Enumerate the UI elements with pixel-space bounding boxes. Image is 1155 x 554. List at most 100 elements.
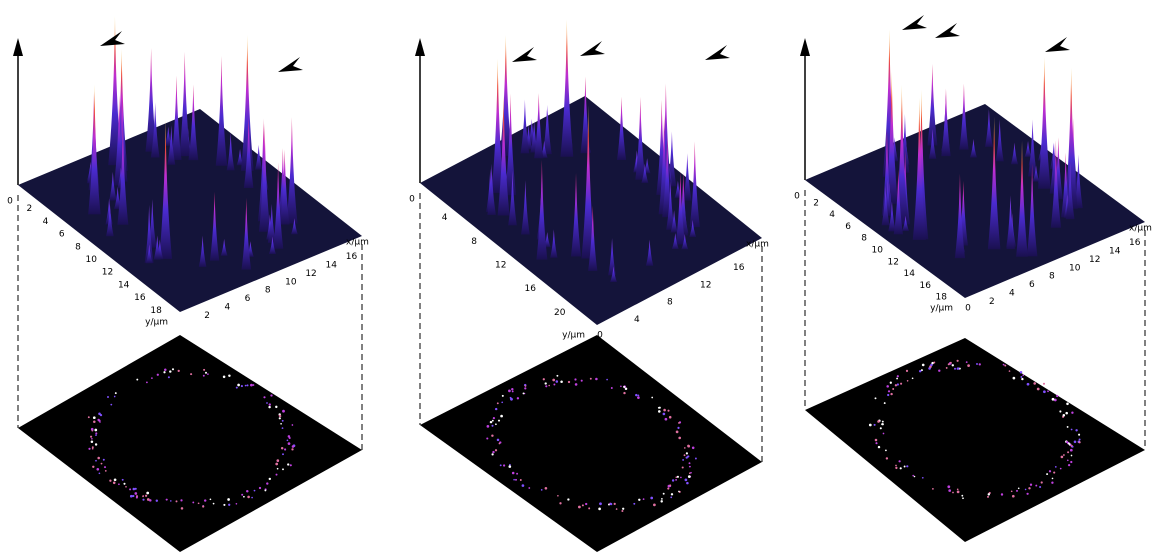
- image-dot: [250, 383, 253, 387]
- peak: [241, 197, 252, 270]
- image-dot: [933, 361, 936, 364]
- peak: [1050, 140, 1062, 228]
- x-origin-label: 0: [597, 331, 603, 341]
- image-dot: [947, 485, 951, 489]
- y-tick-label: 2: [813, 198, 819, 208]
- image-dot: [542, 378, 545, 381]
- peak: [927, 63, 938, 146]
- peak: [902, 215, 909, 231]
- image-dot: [497, 419, 501, 422]
- image-dot: [1046, 473, 1049, 476]
- peak: [1010, 142, 1019, 165]
- peak: [534, 93, 544, 159]
- x-tick-label: 4: [1009, 289, 1015, 299]
- image-dot: [207, 373, 209, 375]
- image-dot: [662, 412, 666, 416]
- image-dot: [87, 416, 90, 419]
- image-dot: [270, 394, 273, 397]
- arrowhead: [580, 41, 605, 56]
- peak: [117, 124, 129, 225]
- image-dot: [1060, 455, 1064, 459]
- peak: [881, 185, 890, 226]
- image-dot: [146, 498, 150, 501]
- peak: [641, 163, 649, 183]
- image-dot: [94, 443, 98, 446]
- image-dot: [877, 445, 881, 449]
- image-dot: [613, 502, 616, 506]
- image-dot: [873, 423, 876, 426]
- arrowhead: [100, 31, 125, 46]
- image-dot: [567, 380, 571, 384]
- image-dot: [881, 420, 884, 423]
- image-dot: [967, 364, 970, 367]
- image-dot: [1056, 394, 1059, 398]
- image-dot: [266, 402, 268, 404]
- image-dot: [163, 371, 166, 374]
- image-dot: [113, 395, 116, 398]
- image-dot: [509, 396, 512, 399]
- image-dot: [956, 488, 959, 491]
- image-dot: [956, 367, 960, 370]
- image-dot: [945, 366, 948, 369]
- image-dot: [151, 377, 153, 379]
- image-dot: [129, 494, 133, 498]
- peak: [941, 88, 951, 157]
- peak: [681, 233, 689, 250]
- image-dot: [264, 489, 267, 492]
- image-dot: [125, 485, 127, 488]
- image-dot: [113, 478, 117, 482]
- y-tick-label: 16: [134, 293, 146, 303]
- image-dot: [961, 494, 964, 497]
- x-tick-label: 2: [989, 297, 995, 307]
- image-dot: [653, 503, 656, 507]
- image-dot: [642, 498, 645, 500]
- image-dot: [1073, 440, 1077, 444]
- image-dot: [90, 435, 93, 438]
- peak: [521, 180, 530, 235]
- image-dot: [222, 375, 226, 379]
- image-dot: [97, 456, 100, 460]
- peak: [987, 116, 1001, 250]
- z-axis-arrow: [800, 38, 810, 56]
- image-dot: [574, 378, 577, 381]
- image-dot: [874, 438, 878, 442]
- x-origin-label: 0: [965, 304, 971, 314]
- image-dot: [93, 420, 96, 424]
- image-dot: [109, 479, 112, 482]
- image-dot: [246, 489, 249, 493]
- image-dot: [987, 493, 991, 496]
- peak: [888, 201, 896, 232]
- image-dot: [266, 482, 269, 485]
- peak: [215, 55, 228, 166]
- image-dot: [1010, 490, 1013, 493]
- image-dot: [227, 498, 230, 501]
- image-dot: [278, 417, 281, 420]
- image-dot: [522, 392, 525, 395]
- peak: [570, 173, 582, 257]
- image-dot: [635, 393, 638, 397]
- image-dot: [675, 430, 679, 434]
- peak: [1024, 140, 1032, 157]
- image-dot: [911, 377, 914, 380]
- y-tick-label: 14: [118, 280, 130, 290]
- image-dot: [102, 458, 105, 461]
- peak: [635, 96, 646, 180]
- image-dot: [1017, 487, 1020, 490]
- image-dot: [623, 391, 626, 395]
- image-dot: [169, 370, 172, 373]
- image-dot: [498, 442, 501, 445]
- image-dot: [1069, 448, 1073, 452]
- image-dot: [686, 481, 689, 485]
- peak: [928, 128, 937, 159]
- peak: [106, 204, 114, 237]
- image-dot: [486, 437, 489, 440]
- image-dot: [1016, 489, 1018, 492]
- image-dot: [598, 507, 601, 511]
- image-dot: [976, 363, 978, 365]
- peak: [689, 220, 697, 237]
- image-dot: [132, 494, 135, 498]
- image-dot: [962, 497, 964, 500]
- image-dot: [887, 390, 891, 393]
- image-dot: [606, 378, 608, 381]
